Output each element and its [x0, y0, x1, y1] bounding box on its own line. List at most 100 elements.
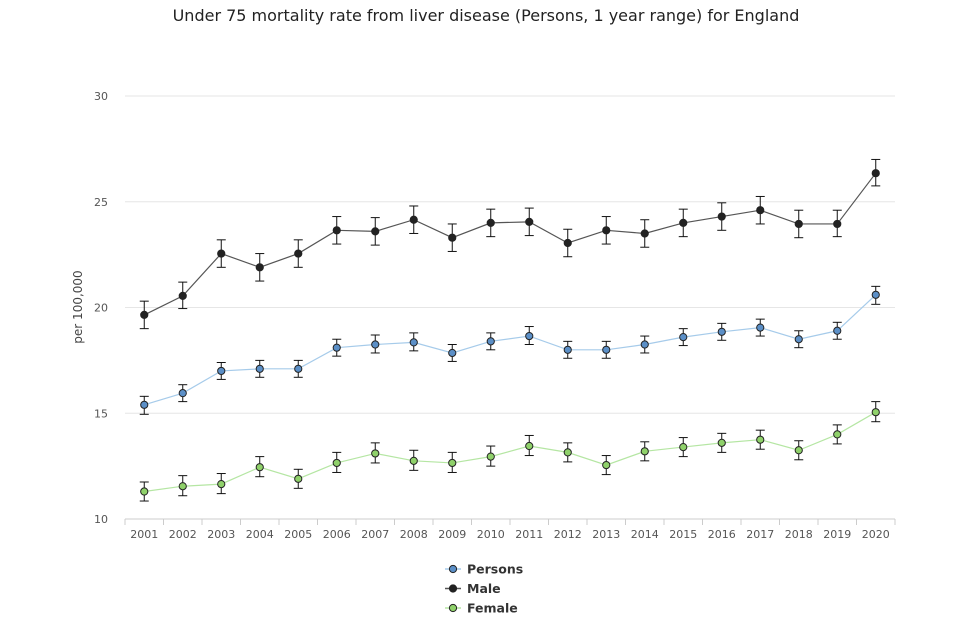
data-point[interactable]	[294, 249, 303, 258]
data-point[interactable]	[756, 323, 765, 332]
data-point[interactable]	[717, 212, 726, 221]
series-female	[139, 401, 881, 502]
data-point[interactable]	[833, 326, 842, 335]
data-point[interactable]	[332, 226, 341, 235]
x-tick-label: 2012	[554, 528, 582, 541]
x-tick-label: 2005	[284, 528, 312, 541]
data-point[interactable]	[178, 291, 187, 300]
y-tick-label: 10	[94, 513, 108, 526]
data-point[interactable]	[602, 226, 611, 235]
legend-label: Female	[467, 601, 518, 616]
x-tick-label: 2013	[592, 528, 620, 541]
x-tick-label: 2015	[669, 528, 697, 541]
data-point[interactable]	[679, 333, 688, 342]
data-point[interactable]	[679, 442, 688, 452]
data-point[interactable]	[140, 310, 149, 320]
data-point[interactable]	[794, 335, 803, 344]
data-point[interactable]	[525, 217, 534, 226]
data-point[interactable]	[717, 327, 726, 336]
x-tick-label: 2004	[246, 528, 274, 541]
gridlines	[125, 95, 895, 414]
data-point[interactable]	[409, 215, 418, 224]
series-persons	[139, 285, 881, 415]
data-point[interactable]	[717, 438, 726, 447]
data-point[interactable]	[371, 227, 380, 236]
y-tick-label: 20	[94, 302, 108, 315]
series-line-male	[143, 172, 877, 316]
axes: 10 15 20 25 30 2001 2002 2003 2004 2005 2006 2007 20…	[94, 90, 896, 541]
y-tick-label: 15	[94, 407, 108, 420]
data-point[interactable]	[448, 458, 457, 468]
data-point[interactable]	[217, 480, 226, 489]
data-point[interactable]	[794, 219, 803, 229]
data-point[interactable]	[640, 447, 649, 456]
data-point[interactable]	[794, 446, 803, 455]
data-point[interactable]	[255, 463, 264, 472]
data-point[interactable]	[140, 487, 149, 496]
legend-label: Male	[467, 581, 501, 596]
x-tick-label: 2003	[207, 528, 235, 541]
data-point[interactable]	[756, 206, 765, 215]
data-point[interactable]	[756, 435, 765, 444]
x-tick-label: 2011	[515, 528, 543, 541]
series-layer	[139, 158, 881, 502]
data-point[interactable]	[640, 229, 649, 238]
data-point[interactable]	[563, 448, 572, 457]
data-point[interactable]	[294, 474, 303, 483]
data-point[interactable]	[178, 389, 187, 398]
x-tick-label: 2002	[169, 528, 197, 541]
data-point[interactable]	[486, 337, 495, 346]
x-tick-label: 2001	[130, 528, 158, 541]
data-point[interactable]	[640, 340, 649, 349]
legend-swatch-marker	[448, 564, 458, 574]
data-point[interactable]	[871, 169, 880, 178]
data-point[interactable]	[679, 218, 688, 227]
data-point[interactable]	[525, 331, 534, 341]
x-tick-label: 2018	[785, 528, 813, 541]
data-point[interactable]	[371, 340, 380, 349]
data-point[interactable]	[602, 460, 611, 470]
legend-item-persons[interactable]: Persons	[445, 562, 523, 577]
x-tick-label: 2008	[400, 528, 428, 541]
data-point[interactable]	[525, 441, 534, 451]
x-tick-label: 2016	[708, 528, 736, 541]
data-point[interactable]	[833, 219, 842, 229]
data-point[interactable]	[217, 249, 226, 258]
legend-swatch-marker	[448, 584, 458, 593]
legend[interactable]: Persons Male Female	[445, 562, 523, 616]
data-point[interactable]	[140, 400, 149, 409]
data-point[interactable]	[255, 364, 264, 373]
data-point[interactable]	[871, 408, 880, 417]
data-point[interactable]	[448, 348, 457, 358]
data-point[interactable]	[409, 456, 418, 465]
series-male	[139, 158, 881, 330]
data-point[interactable]	[332, 343, 341, 352]
x-tick-label: 2019	[823, 528, 851, 541]
data-point[interactable]	[178, 482, 187, 491]
data-point[interactable]	[486, 218, 495, 227]
data-point[interactable]	[294, 364, 303, 373]
data-point[interactable]	[602, 345, 611, 354]
data-point[interactable]	[448, 233, 457, 242]
data-point[interactable]	[871, 290, 880, 299]
data-point[interactable]	[332, 458, 341, 468]
legend-swatch-marker	[448, 603, 458, 613]
data-point[interactable]	[409, 338, 418, 347]
data-point[interactable]	[833, 430, 842, 439]
data-point[interactable]	[563, 345, 572, 354]
series-line-female	[144, 411, 877, 493]
data-point[interactable]	[371, 449, 380, 458]
data-point[interactable]	[255, 263, 264, 272]
y-tick-label: 30	[94, 90, 108, 103]
legend-label: Persons	[467, 562, 523, 577]
legend-item-female[interactable]: Female	[445, 601, 518, 616]
legend-item-male[interactable]: Male	[445, 581, 501, 596]
x-tick-label: 2020	[862, 528, 890, 541]
data-point[interactable]	[486, 452, 495, 461]
y-axis-label: per 100,000	[71, 270, 85, 343]
x-tick-label: 2017	[746, 528, 774, 541]
series-line-persons	[144, 294, 877, 406]
data-point[interactable]	[563, 238, 572, 248]
x-tick-label: 2007	[361, 528, 389, 541]
data-point[interactable]	[217, 366, 226, 376]
